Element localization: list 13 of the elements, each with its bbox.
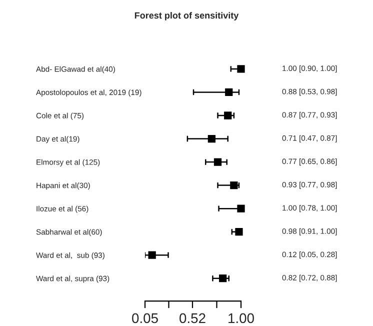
point xyxy=(235,228,243,236)
x-tick-label: 0.05 xyxy=(132,313,158,324)
point xyxy=(224,112,232,120)
point xyxy=(237,65,245,73)
chart-title: Forest plot of sensitivity xyxy=(134,12,239,20)
point xyxy=(208,134,216,143)
text: 1.00 xyxy=(228,313,254,324)
point xyxy=(148,251,156,259)
point xyxy=(237,204,245,212)
point xyxy=(225,88,233,96)
x-tick-label: 0.52 xyxy=(180,313,206,324)
point xyxy=(214,158,222,166)
point xyxy=(218,274,227,282)
